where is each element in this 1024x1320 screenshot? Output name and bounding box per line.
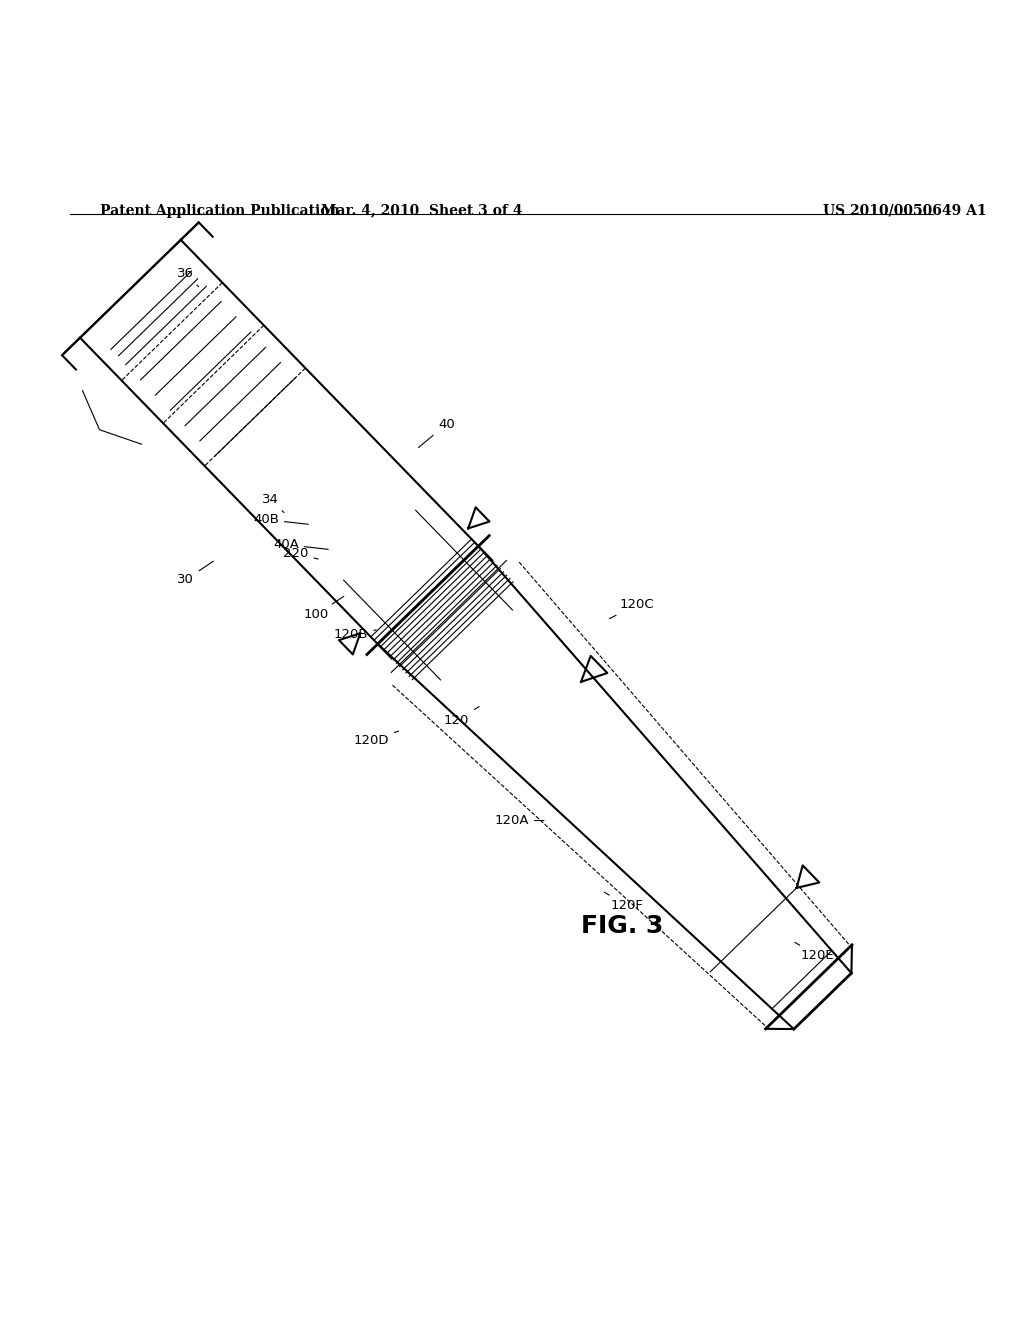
Text: Mar. 4, 2010  Sheet 3 of 4: Mar. 4, 2010 Sheet 3 of 4	[321, 203, 522, 218]
Text: 220: 220	[284, 548, 318, 560]
Text: US 2010/0050649 A1: US 2010/0050649 A1	[822, 203, 986, 218]
Text: 120C: 120C	[609, 598, 654, 619]
Text: 30: 30	[177, 561, 213, 586]
Text: 120: 120	[443, 706, 479, 727]
Text: 40A: 40A	[273, 539, 329, 552]
Text: Patent Application Publication: Patent Application Publication	[100, 203, 340, 218]
Text: 120B: 120B	[334, 628, 376, 642]
Text: 120D: 120D	[353, 731, 398, 747]
Text: 34: 34	[262, 492, 284, 512]
Text: 120A: 120A	[495, 814, 544, 828]
Text: 120F: 120F	[604, 892, 643, 912]
Text: 40: 40	[419, 417, 455, 447]
Text: 120E: 120E	[795, 942, 835, 962]
Text: 100: 100	[303, 597, 344, 622]
Text: 40B: 40B	[253, 513, 308, 527]
Text: FIG. 3: FIG. 3	[581, 913, 664, 937]
Text: 36: 36	[177, 267, 199, 286]
